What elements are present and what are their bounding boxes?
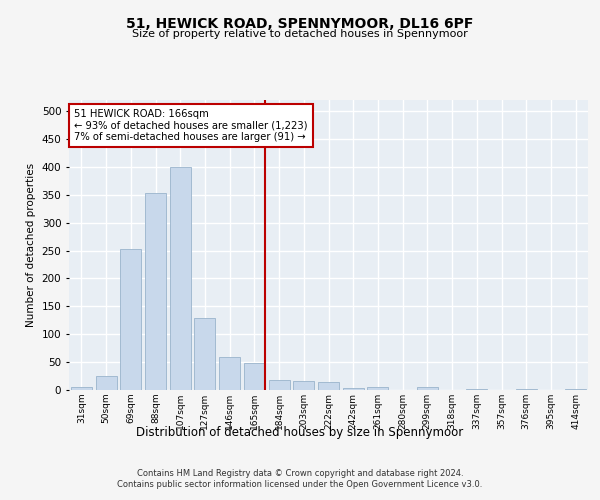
Text: Size of property relative to detached houses in Spennymoor: Size of property relative to detached ho… <box>132 29 468 39</box>
Text: 51, HEWICK ROAD, SPENNYMOOR, DL16 6PF: 51, HEWICK ROAD, SPENNYMOOR, DL16 6PF <box>127 18 473 32</box>
Bar <box>71 387 92 390</box>
Bar <box>120 249 141 390</box>
Y-axis label: Number of detached properties: Number of detached properties <box>26 163 36 327</box>
Bar <box>466 389 487 390</box>
Bar <box>244 363 265 390</box>
Bar <box>95 376 116 390</box>
Text: Distribution of detached houses by size in Spennymoor: Distribution of detached houses by size … <box>136 426 464 439</box>
Bar <box>417 387 438 390</box>
Bar <box>318 382 339 390</box>
Text: 51 HEWICK ROAD: 166sqm
← 93% of detached houses are smaller (1,223)
7% of semi-d: 51 HEWICK ROAD: 166sqm ← 93% of detached… <box>74 108 308 142</box>
Bar <box>194 318 215 390</box>
Bar <box>269 380 290 390</box>
Bar <box>145 193 166 390</box>
Bar <box>293 380 314 390</box>
Text: Contains HM Land Registry data © Crown copyright and database right 2024.: Contains HM Land Registry data © Crown c… <box>137 468 463 477</box>
Bar <box>367 387 388 390</box>
Bar <box>343 388 364 390</box>
Bar <box>170 167 191 390</box>
Text: Contains public sector information licensed under the Open Government Licence v3: Contains public sector information licen… <box>118 480 482 489</box>
Bar <box>219 356 240 390</box>
